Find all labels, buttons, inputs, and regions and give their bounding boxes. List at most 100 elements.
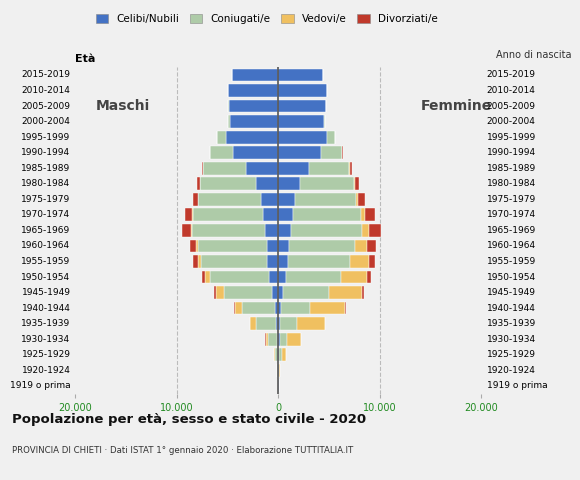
Bar: [309, 162, 349, 175]
Bar: [278, 115, 324, 128]
Bar: [369, 224, 381, 237]
Bar: [205, 271, 211, 283]
Bar: [202, 271, 205, 283]
Bar: [287, 333, 301, 346]
Bar: [324, 115, 325, 128]
Bar: [193, 193, 198, 206]
Bar: [277, 364, 278, 377]
Bar: [278, 100, 326, 112]
Bar: [198, 193, 261, 206]
Bar: [279, 364, 280, 377]
Bar: [280, 333, 287, 346]
Bar: [266, 333, 268, 346]
Bar: [192, 224, 265, 237]
Bar: [234, 302, 235, 314]
Bar: [365, 208, 375, 221]
Bar: [369, 255, 375, 268]
Bar: [282, 348, 286, 361]
Bar: [278, 84, 327, 97]
Bar: [300, 178, 353, 190]
Bar: [321, 146, 342, 159]
Bar: [198, 240, 267, 252]
Bar: [251, 317, 256, 330]
Bar: [278, 208, 292, 221]
Bar: [329, 286, 362, 299]
Bar: [278, 317, 280, 330]
Bar: [292, 208, 361, 221]
Bar: [195, 240, 198, 252]
Bar: [227, 84, 278, 97]
Bar: [278, 162, 309, 175]
Bar: [230, 115, 278, 128]
Bar: [197, 178, 200, 190]
Bar: [278, 271, 285, 283]
Bar: [228, 115, 230, 128]
Bar: [192, 208, 193, 221]
Bar: [295, 193, 356, 206]
Bar: [233, 146, 278, 159]
Bar: [279, 348, 282, 361]
Bar: [275, 302, 278, 314]
Bar: [278, 240, 288, 252]
Bar: [357, 193, 365, 206]
Bar: [200, 178, 256, 190]
Bar: [354, 178, 358, 190]
Bar: [201, 255, 267, 268]
Bar: [345, 302, 346, 314]
Bar: [278, 302, 281, 314]
Bar: [284, 286, 329, 299]
Bar: [278, 146, 321, 159]
Bar: [278, 333, 280, 346]
Bar: [224, 286, 273, 299]
Bar: [211, 146, 233, 159]
Bar: [211, 271, 269, 283]
Bar: [216, 286, 223, 299]
Bar: [310, 302, 345, 314]
Bar: [291, 224, 362, 237]
Bar: [278, 224, 291, 237]
Legend: Celibi/Nubili, Coniugati/e, Vedovi/e, Divorziati/e: Celibi/Nubili, Coniugati/e, Vedovi/e, Di…: [92, 10, 442, 28]
Bar: [242, 302, 275, 314]
Bar: [202, 162, 203, 175]
Bar: [268, 333, 277, 346]
Bar: [288, 255, 350, 268]
Bar: [278, 255, 288, 268]
Bar: [256, 178, 278, 190]
Bar: [367, 240, 376, 252]
Bar: [281, 302, 310, 314]
Bar: [362, 224, 369, 237]
Bar: [246, 162, 278, 175]
Bar: [273, 286, 278, 299]
Bar: [256, 317, 276, 330]
Bar: [185, 208, 192, 221]
Bar: [278, 193, 295, 206]
Bar: [296, 317, 325, 330]
Bar: [265, 224, 278, 237]
Bar: [218, 131, 226, 144]
Bar: [203, 162, 246, 175]
Bar: [353, 178, 354, 190]
Bar: [278, 286, 284, 299]
Bar: [226, 131, 278, 144]
Bar: [278, 178, 300, 190]
Bar: [278, 348, 279, 361]
Text: Femmine: Femmine: [420, 99, 492, 113]
Bar: [367, 271, 371, 283]
Bar: [278, 131, 327, 144]
Text: Età: Età: [75, 54, 96, 64]
Bar: [261, 193, 278, 206]
Text: Maschi: Maschi: [96, 99, 150, 113]
Bar: [263, 208, 278, 221]
Bar: [362, 286, 364, 299]
Bar: [191, 224, 192, 237]
Bar: [285, 271, 341, 283]
Text: Anno di nascita: Anno di nascita: [496, 50, 571, 60]
Bar: [231, 69, 278, 81]
Bar: [267, 240, 278, 252]
Bar: [280, 317, 296, 330]
Bar: [361, 208, 365, 221]
Bar: [276, 317, 278, 330]
Bar: [354, 240, 367, 252]
Bar: [215, 286, 216, 299]
Bar: [350, 255, 369, 268]
